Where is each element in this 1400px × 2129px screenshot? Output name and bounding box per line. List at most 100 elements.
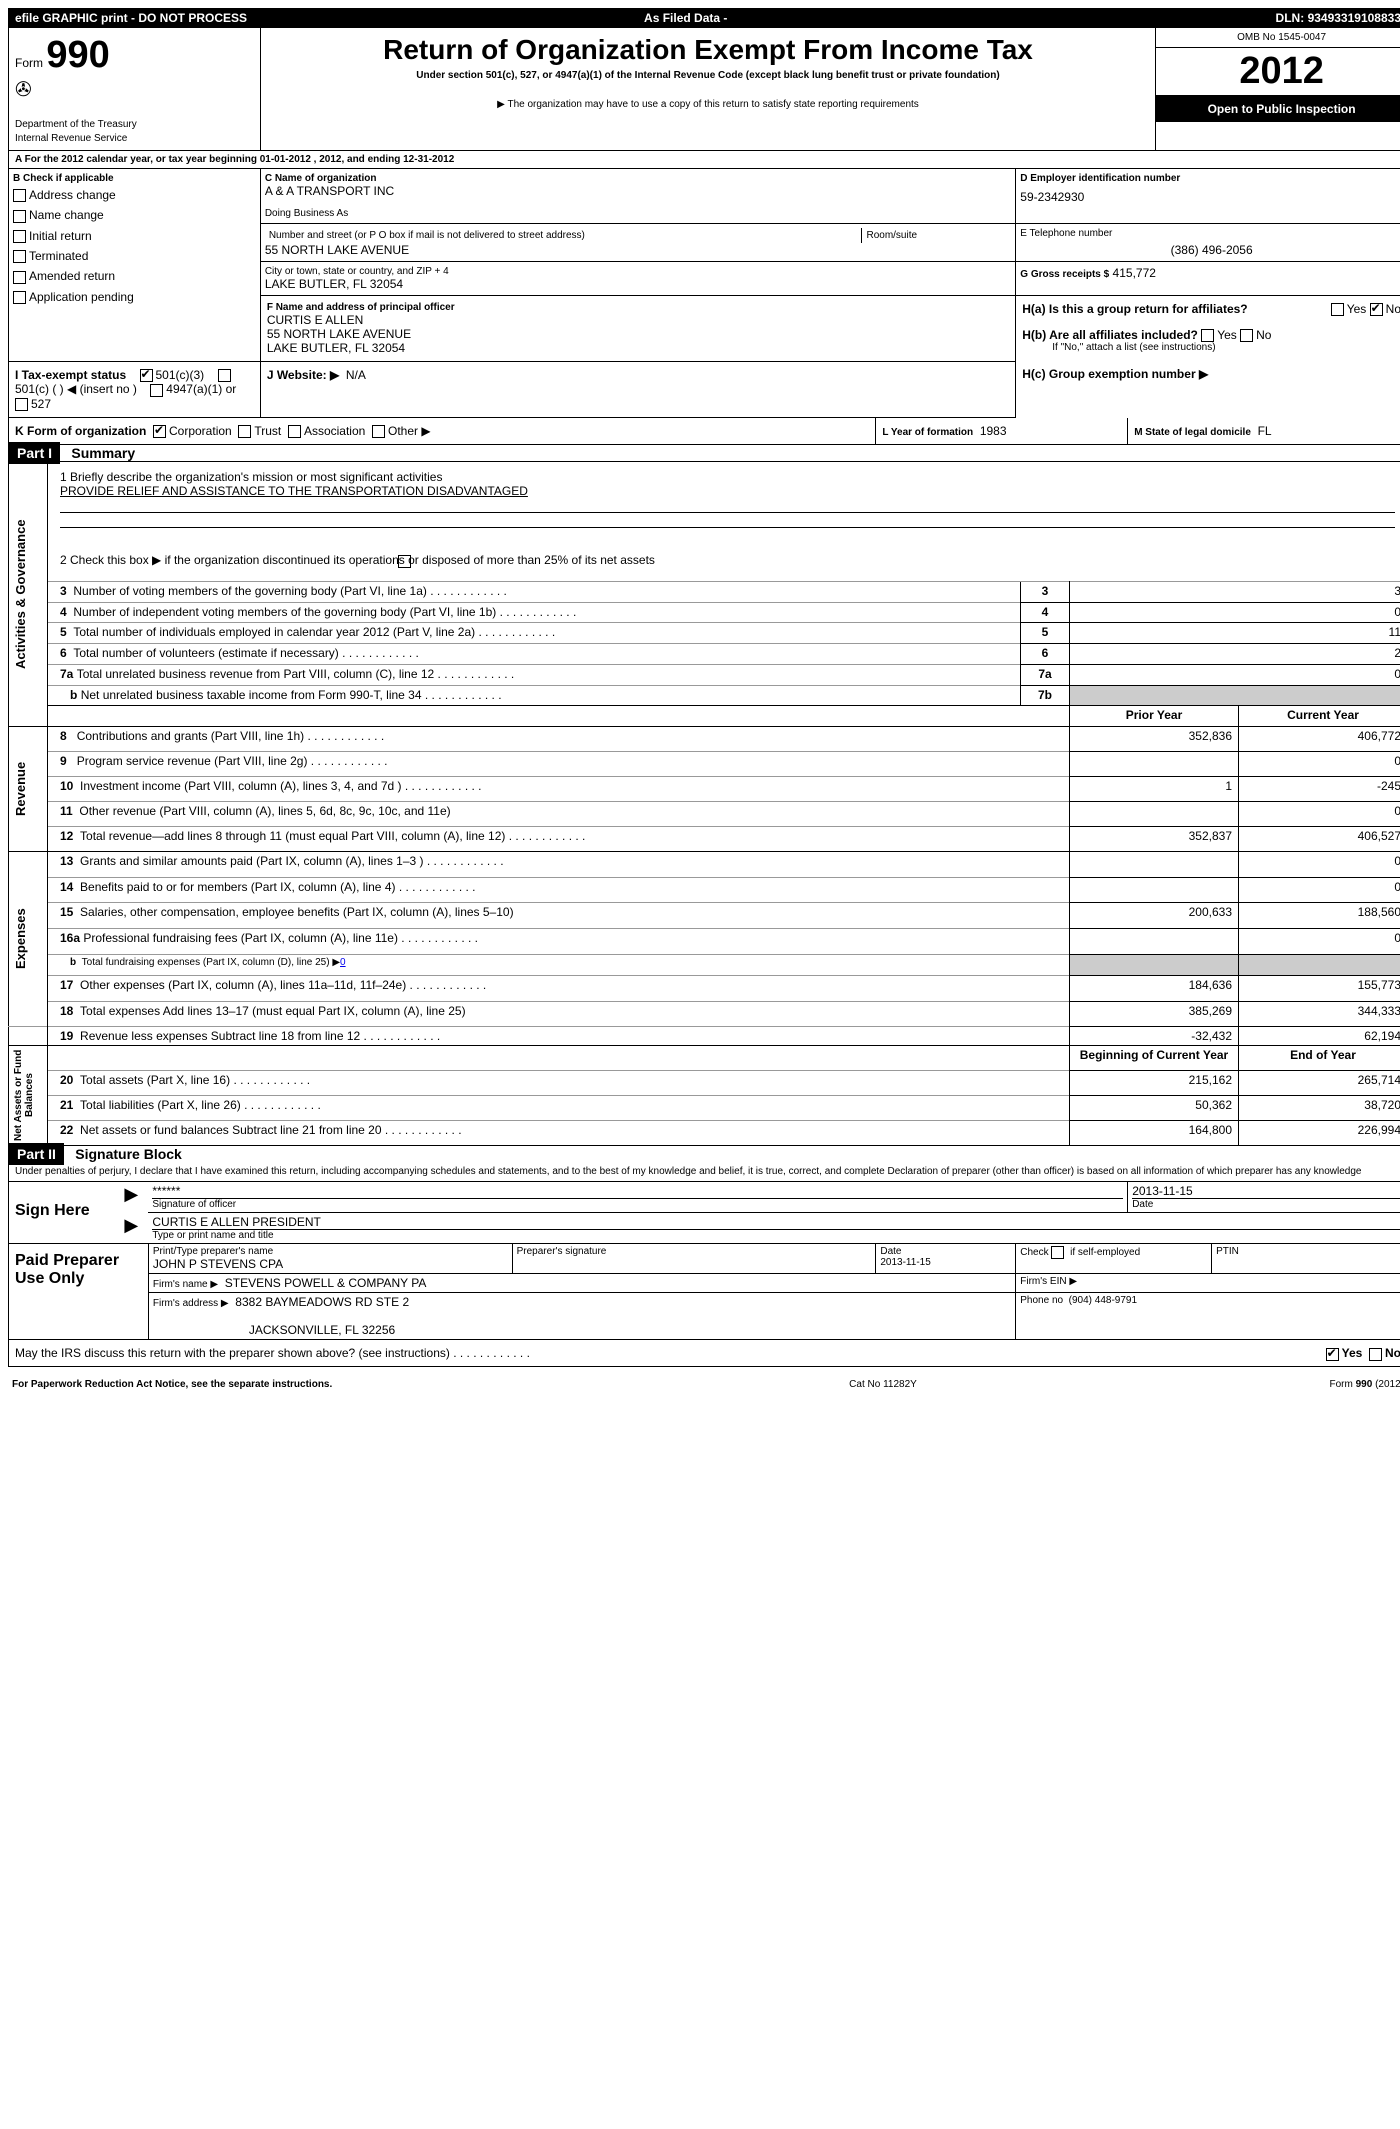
hb-yes-checkbox[interactable] [1201, 329, 1214, 342]
form-990-page: efile GRAPHIC print - DO NOT PROCESS As … [8, 8, 1400, 1392]
discuss-yes-checkbox[interactable] [1326, 1348, 1339, 1361]
current-value: 406,527 [1239, 827, 1400, 852]
other-checkbox[interactable] [372, 425, 385, 438]
yes-label-3: Yes [1342, 1346, 1363, 1360]
line-box: 4 [1021, 602, 1070, 623]
dept-line1: Department of the Treasury [15, 119, 137, 130]
prior-value: -32,432 [1070, 1027, 1239, 1046]
line-num: 9 [60, 754, 67, 768]
501c-checkbox[interactable] [218, 369, 231, 382]
cat-no: Cat No 11282Y [708, 1377, 1058, 1392]
line-text: Program service revenue (Part VIII, line… [77, 754, 308, 768]
form-label: Form [15, 56, 43, 70]
line-box: 3 [1021, 581, 1070, 602]
line-box: 7b [1021, 685, 1070, 706]
tax-year: 2012 [1156, 48, 1400, 96]
dept-line2: Internal Revenue Service [15, 133, 127, 144]
box-c-label: C Name of organization [265, 173, 1011, 184]
ptin-label: PTIN [1212, 1244, 1400, 1274]
line-text: Salaries, other compensation, employee b… [80, 905, 514, 919]
line-num: 3 [60, 584, 67, 598]
firm-phone-label: Phone no [1020, 1295, 1063, 1306]
current-value: 155,773 [1239, 976, 1400, 1002]
firm-name-label: Firm's name ▶ [153, 1279, 218, 1290]
top-bar: efile GRAPHIC print - DO NOT PROCESS As … [8, 8, 1400, 28]
preparer-sig-label: Preparer's signature [517, 1246, 872, 1257]
signature-label: Signature of officer [152, 1198, 1123, 1210]
line-num: 19 [60, 1029, 73, 1043]
open-inspection: Open to Public Inspection [1156, 96, 1400, 122]
name-change-label: Name change [29, 208, 104, 222]
box-m-label: M State of legal domicile [1134, 427, 1251, 438]
begin-value: 50,362 [1070, 1096, 1239, 1121]
as-filed: As Filed Data - [638, 9, 988, 28]
domicile-state: FL [1258, 424, 1272, 438]
prior-value [1070, 954, 1239, 976]
line-num: 11 [60, 804, 73, 818]
discuss-no-checkbox[interactable] [1369, 1348, 1382, 1361]
address-change-checkbox[interactable] [13, 189, 26, 202]
firm-name: STEVENS POWELL & COMPANY PA [225, 1276, 427, 1290]
line-text: Investment income (Part VIII, column (A)… [80, 779, 401, 793]
self-employed-checkbox[interactable] [1051, 1246, 1064, 1259]
side-revenue: Revenue [13, 729, 28, 849]
discontinued-checkbox[interactable] [398, 555, 411, 568]
return-title: Return of Organization Exempt From Incom… [267, 34, 1149, 66]
firm-addr1: 8382 BAYMEADOWS RD STE 2 [235, 1295, 409, 1309]
ha-label: H(a) Is this a group return for affiliat… [1022, 302, 1247, 316]
corp-checkbox[interactable] [153, 425, 166, 438]
app-pending-checkbox[interactable] [13, 291, 26, 304]
officer-name: CURTIS E ALLEN [267, 313, 1009, 327]
501c3-checkbox[interactable] [140, 369, 153, 382]
box-i-label: I Tax-exempt status [15, 368, 126, 382]
self-employed-text: Check if self-employed [1020, 1247, 1140, 1258]
trust-checkbox[interactable] [238, 425, 251, 438]
line-num: 18 [60, 1004, 73, 1018]
blank-line [60, 498, 1395, 513]
line-box: 7a [1021, 664, 1070, 685]
begin-value: 164,800 [1070, 1121, 1239, 1146]
firm-addr2: JACKSONVILLE, FL 32256 [153, 1323, 395, 1337]
sign-here-block: Sign Here ▶ ****** Signature of officer … [8, 1182, 1400, 1244]
line-text: Net assets or fund balances Subtract lin… [80, 1123, 382, 1137]
preparer-name-label: Print/Type preparer's name [153, 1246, 508, 1257]
hb-label: H(b) Are all affiliates included? [1022, 328, 1198, 342]
ha-yes-checkbox[interactable] [1331, 303, 1344, 316]
current-year-header: Current Year [1239, 706, 1400, 727]
527-checkbox[interactable] [15, 398, 28, 411]
fundraising-link[interactable]: 0 [340, 957, 346, 968]
box-e-label: E Telephone number [1020, 228, 1400, 239]
hc-label: H(c) Group exemption number ▶ [1022, 367, 1400, 381]
name-change-checkbox[interactable] [13, 210, 26, 223]
mission-text: PROVIDE RELIEF AND ASSISTANCE TO THE TRA… [60, 484, 1395, 498]
yes-label-2: Yes [1217, 328, 1237, 342]
line-text: Total fundraising expenses (Part IX, col… [82, 957, 340, 968]
4947-checkbox[interactable] [150, 384, 163, 397]
city-value: LAKE BUTLER, FL 32054 [265, 277, 1011, 291]
line-text: Professional fundraising fees (Part IX, … [83, 931, 398, 945]
line-num: 4 [60, 605, 67, 619]
line-text: Net unrelated business taxable income fr… [81, 688, 422, 702]
app-pending-label: Application pending [29, 290, 134, 304]
side-expenses: Expenses [13, 854, 28, 1024]
line-box: 5 [1021, 623, 1070, 644]
ha-no-checkbox[interactable] [1370, 303, 1383, 316]
prior-value: 200,633 [1070, 903, 1239, 929]
initial-return-checkbox[interactable] [13, 230, 26, 243]
line-text: Grants and similar amounts paid (Part IX… [80, 854, 423, 868]
hb-no-checkbox[interactable] [1240, 329, 1253, 342]
line-num: 6 [60, 646, 67, 660]
dba-label: Doing Business As [265, 208, 1011, 219]
line-value: 11 [1070, 623, 1400, 644]
amended-checkbox[interactable] [13, 271, 26, 284]
assoc-checkbox[interactable] [288, 425, 301, 438]
omb-number: OMB No 1545-0047 [1156, 28, 1400, 48]
part2-title: Signature Block [67, 1146, 182, 1162]
q1-label: 1 Briefly describe the organization's mi… [60, 470, 1395, 484]
terminated-checkbox[interactable] [13, 250, 26, 263]
line-text: Total revenue—add lines 8 through 11 (mu… [80, 829, 505, 843]
line-num: 17 [60, 978, 73, 992]
line-num: 20 [60, 1073, 73, 1087]
other-label: Other ▶ [388, 424, 431, 438]
year-formation: 1983 [980, 424, 1007, 438]
